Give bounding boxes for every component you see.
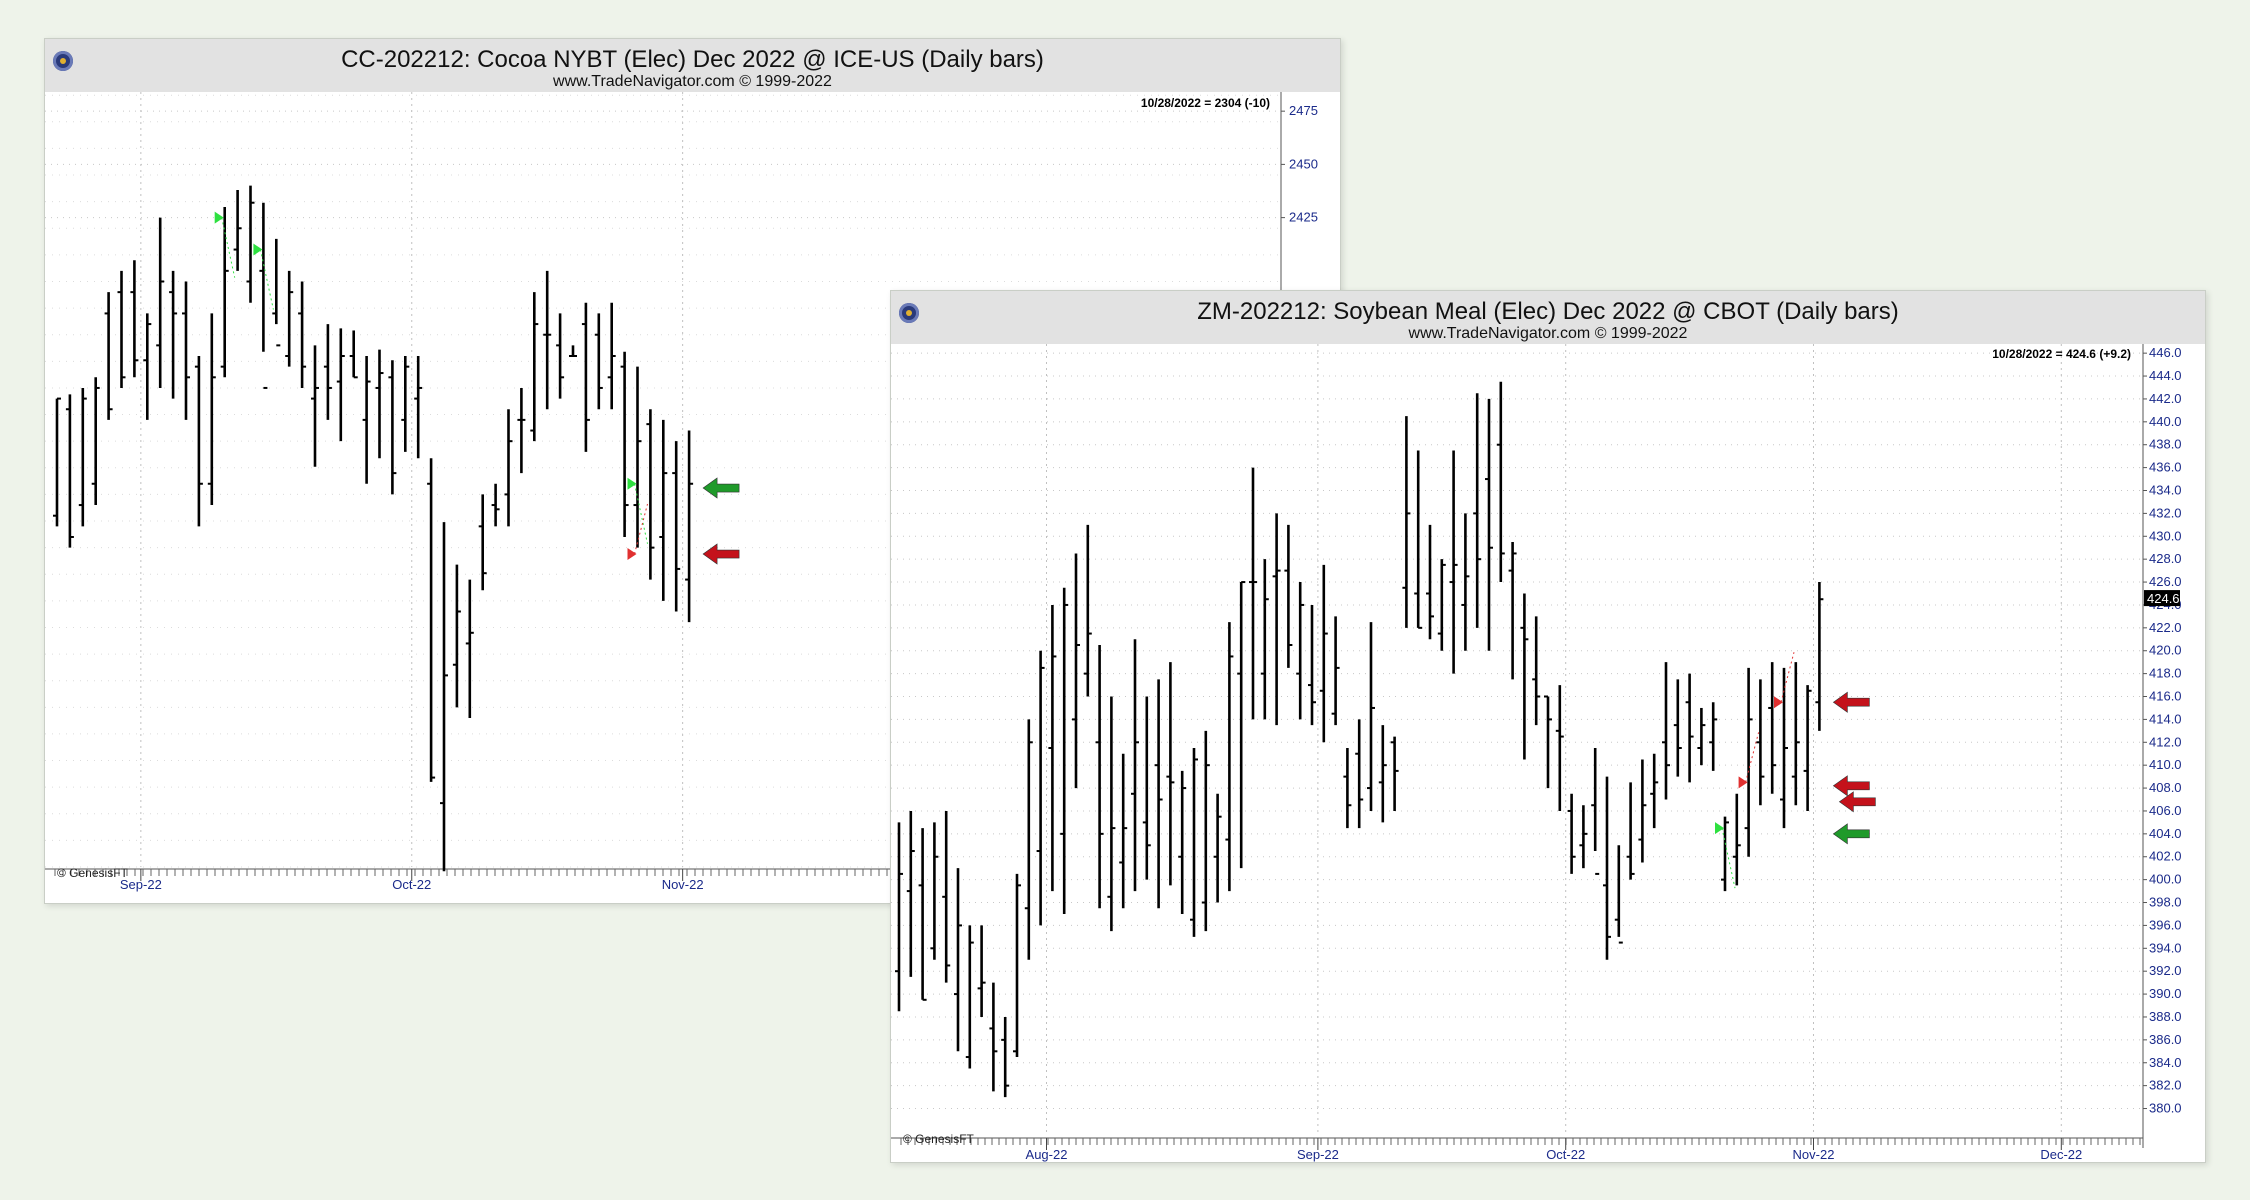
y-tick-label: 2450 (1289, 156, 1318, 171)
y-tick-label: 394.0 (2149, 940, 2182, 955)
soymeal-chart-header: ZM-202212: Soybean Meal (Elec) Dec 2022 … (891, 291, 2205, 344)
signal-trail (1721, 828, 1736, 889)
y-tick-label: 384.0 (2149, 1055, 2182, 1070)
y-tick-label: 396.0 (2149, 917, 2182, 932)
y-tick-label: 404.0 (2149, 826, 2182, 841)
x-tick-label: Aug-22 (1026, 1147, 1068, 1162)
y-tick-label: 406.0 (2149, 803, 2182, 818)
y-tick-label: 2475 (1289, 103, 1318, 118)
signal-trail (221, 217, 236, 278)
signal-trail (634, 483, 648, 544)
x-tick-label: Oct-22 (392, 877, 431, 892)
y-tick-label: 414.0 (2149, 711, 2182, 726)
y-tick-label: 426.0 (2149, 574, 2182, 589)
x-tick-label: Sep-22 (120, 877, 162, 892)
y-tick-label: 398.0 (2149, 895, 2182, 910)
sell-signal-marker (1774, 696, 1783, 709)
sell-arrow-icon (1832, 691, 1870, 713)
signal-trail (1745, 732, 1760, 783)
sell-arrow-icon (1832, 775, 1870, 797)
y-tick-label: 442.0 (2149, 391, 2182, 406)
y-tick-label: 2425 (1289, 210, 1318, 225)
buy-arrow-icon (702, 477, 740, 499)
buy-arrow-icon (1832, 823, 1870, 845)
cocoa-chart-title: CC-202212: Cocoa NYBT (Elec) Dec 2022 @ … (341, 46, 1044, 73)
x-tick-label: Nov-22 (662, 877, 704, 892)
y-tick-label: 444.0 (2149, 368, 2182, 383)
buy-signal-marker (1715, 822, 1724, 835)
y-tick-label: 432.0 (2149, 505, 2182, 520)
y-tick-label: 416.0 (2149, 689, 2182, 704)
y-tick-label: 436.0 (2149, 460, 2182, 475)
y-tick-label: 392.0 (2149, 963, 2182, 978)
soymeal-chart-title: ZM-202212: Soybean Meal (Elec) Dec 2022 … (1197, 298, 1899, 325)
last-price-label: 424.6 (2147, 591, 2180, 606)
price-readout: 10/28/2022 = 424.6 (+9.2) (1992, 347, 2131, 361)
y-tick-label: 390.0 (2149, 986, 2182, 1001)
buy-signal-marker (627, 477, 637, 490)
trade-navigator-logo-icon[interactable] (899, 303, 919, 323)
sell-signal-marker (1738, 776, 1748, 789)
y-tick-label: 412.0 (2149, 734, 2182, 749)
y-tick-label: 408.0 (2149, 780, 2182, 795)
cocoa-chart-subtitle: www.TradeNavigator.com © 1999-2022 (553, 73, 832, 90)
signal-trail (1780, 652, 1795, 703)
y-tick-label: 418.0 (2149, 666, 2182, 681)
y-tick-label: 386.0 (2149, 1032, 2182, 1047)
data-credit: © GenesisFT (57, 866, 129, 880)
y-tick-label: 388.0 (2149, 1009, 2182, 1024)
y-tick-label: 400.0 (2149, 872, 2182, 887)
y-tick-label: 438.0 (2149, 437, 2182, 452)
data-credit: © GenesisFT (903, 1132, 975, 1146)
plot-area (891, 344, 2143, 1136)
y-tick-label: 410.0 (2149, 757, 2182, 772)
x-tick-label: Oct-22 (1546, 1147, 1585, 1162)
buy-signal-marker (253, 243, 263, 256)
y-tick-label: 380.0 (2149, 1101, 2182, 1116)
y-tick-label: 420.0 (2149, 643, 2182, 658)
y-tick-label: 440.0 (2149, 414, 2182, 429)
y-tick-label: 428.0 (2149, 551, 2182, 566)
x-tick-label: Sep-22 (1297, 1147, 1339, 1162)
x-tick-label: Nov-22 (1793, 1147, 1835, 1162)
y-tick-label: 382.0 (2149, 1078, 2182, 1093)
signal-trail (634, 503, 648, 555)
soymeal-chart-plot[interactable]: 446.0 444.0 442.0 440.0 438.0 436.0 434.0 432.0… (891, 291, 2205, 1162)
cocoa-chart-header: CC-202212: Cocoa NYBT (Elec) Dec 2022 @ … (45, 39, 1340, 92)
y-tick-label: 434.0 (2149, 482, 2182, 497)
x-tick-label: Dec-22 (2040, 1147, 2082, 1162)
y-tick-label: 422.0 (2149, 620, 2182, 635)
sell-signal-marker (627, 548, 637, 561)
buy-signal-marker (214, 211, 224, 224)
trade-navigator-logo-icon[interactable] (53, 51, 73, 71)
price-readout: 10/28/2022 = 2304 (-10) (1141, 96, 1270, 110)
y-tick-label: 402.0 (2149, 849, 2182, 864)
signal-trail (259, 249, 274, 310)
soymeal-chart-subtitle: www.TradeNavigator.com © 1999-2022 (1408, 325, 1688, 342)
y-tick-label: 430.0 (2149, 528, 2182, 543)
y-tick-label: 446.0 (2149, 345, 2182, 360)
last-price-tag (2144, 590, 2180, 607)
sell-arrow-icon (702, 543, 740, 565)
soymeal-chart-window: ZM-202212: Soybean Meal (Elec) Dec 2022 … (890, 290, 2206, 1163)
sell-arrow-icon (1838, 791, 1876, 813)
